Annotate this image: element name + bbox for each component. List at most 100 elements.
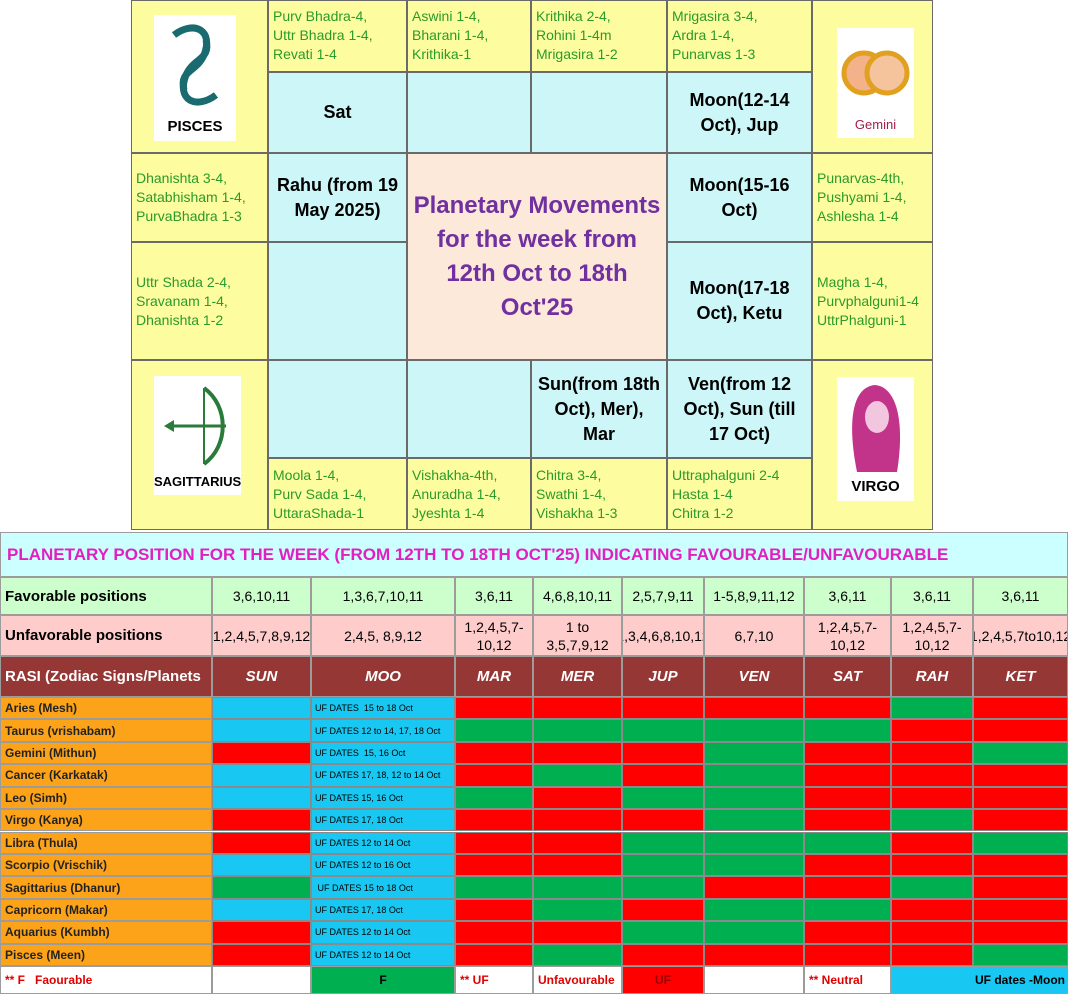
- status-cell: UF DATES 12 to 16 Oct: [311, 853, 455, 877]
- status-cell: [212, 831, 311, 854]
- status-cell: [622, 853, 704, 877]
- planet-header: SUN: [212, 656, 311, 697]
- status-cell: [804, 876, 891, 899]
- moon-note: UF DATES 17, 18 Oct: [315, 815, 403, 826]
- legend-blank: [704, 966, 804, 994]
- sign-name: Scorpio (Vrischik): [0, 853, 212, 877]
- planet-cell: [407, 72, 531, 153]
- favorable-value: 3,6,11: [973, 577, 1068, 615]
- unfavorable-value: 2,4,5, 8,9,12: [311, 615, 455, 656]
- star-line: Uttr Shada 2-4,: [136, 273, 231, 290]
- status-cell: [622, 898, 704, 922]
- favorable-value: 2,5,7,9,11: [622, 577, 704, 615]
- status-cell: [973, 809, 1068, 832]
- moon-note: UF DATES 17, 18 Oct: [315, 904, 403, 915]
- sign-name: Libra (Thula): [0, 831, 212, 854]
- planet-cell: [531, 72, 667, 153]
- status-cell: [891, 697, 973, 720]
- status-cell: [212, 898, 311, 922]
- legend-item: ** Neutral: [804, 966, 891, 994]
- star-line: Swathi 1-4,: [536, 485, 607, 502]
- status-cell: UF DATES 15, 16 Oct: [311, 741, 455, 765]
- moon-note: UF DATES 15, 16 Oct: [315, 748, 406, 759]
- sign-icon: Gemini: [837, 28, 914, 138]
- star-line: Pushyami 1-4,: [817, 189, 907, 205]
- status-cell: [891, 853, 973, 877]
- star-line: Mrigasira 3-4,: [672, 8, 758, 24]
- star-cell: Aswini 1-4, Bharani 1-4, Krithika-1: [407, 0, 531, 72]
- status-cell: [622, 741, 704, 765]
- status-cell: [455, 921, 533, 944]
- star-line: Revati 1-4: [273, 46, 337, 62]
- gemini-icon: [841, 50, 910, 96]
- status-cell: [891, 898, 973, 922]
- star-line: Jyeshta 1-4: [412, 504, 485, 521]
- status-cell: [533, 697, 622, 720]
- star-line: Vishakha 1-3: [536, 504, 618, 521]
- status-cell: [622, 786, 704, 810]
- status-cell: [212, 809, 311, 832]
- star-cell: Purv Bhadra-4, Uttr Bhadra 1-4, Revati 1-4: [268, 0, 407, 72]
- moon-note: UF DATES 15 to 18 Oct: [315, 882, 413, 893]
- status-cell: [804, 764, 891, 787]
- unfavorable-value: 1,2,4,5,7-10,12: [455, 615, 533, 656]
- status-cell: [973, 719, 1068, 742]
- unfavorable-value: 1 to 3,5,7,9,12: [533, 615, 622, 656]
- sign-name: Aries (Mesh): [0, 697, 212, 720]
- legend-blank: [212, 966, 311, 994]
- unfavorable-value: 6,7,10: [704, 615, 804, 656]
- status-cell: [973, 786, 1068, 810]
- favorable-value: 3,6,11: [891, 577, 973, 615]
- status-cell: [704, 719, 804, 742]
- status-cell: [533, 741, 622, 765]
- status-cell: [804, 697, 891, 720]
- moon-note: UF DATES 17, 18, 12 to 14 Oct: [315, 770, 441, 781]
- status-cell: [455, 741, 533, 765]
- star-line: Purvphalguni1-4: [817, 292, 919, 309]
- star-line: Uttr Bhadra 1-4,: [273, 27, 373, 43]
- pisces-icon: [171, 24, 219, 106]
- star-line: Chitra 1-2: [672, 504, 734, 521]
- status-cell: [622, 921, 704, 944]
- star-line: Krithika 2-4,: [536, 8, 611, 24]
- planet-header: MAR: [455, 656, 533, 697]
- star-line: Aswini 1-4,: [412, 8, 481, 24]
- unfavorable-label: Unfavorable positions: [0, 615, 212, 656]
- status-cell: [455, 853, 533, 877]
- legend-item: Unfavourable: [533, 966, 622, 994]
- status-cell: [704, 764, 804, 787]
- status-cell: [212, 921, 311, 944]
- favorable-value: 3,6,11: [455, 577, 533, 615]
- status-cell: [212, 741, 311, 765]
- status-cell: [704, 831, 804, 854]
- legend-item: F: [311, 966, 455, 994]
- favorable-value: 1-5,8,9,11,12: [704, 577, 804, 615]
- status-cell: [973, 764, 1068, 787]
- status-cell: [533, 943, 622, 966]
- header-label: RASI (Zodiac Signs/Planets: [0, 656, 212, 697]
- planet-header: SAT: [804, 656, 891, 697]
- sign-name: Gemini (Mithun): [0, 741, 212, 765]
- corner-virgo: VIRGO: [812, 360, 933, 530]
- moon-note: UF DATES 12 to 14 Oct: [315, 949, 411, 960]
- corner-label: PISCES: [167, 118, 223, 135]
- sagittarius-icon: [164, 386, 226, 466]
- star-cell: Chitra 3-4, Swathi 1-4, Vishakha 1-3: [531, 458, 667, 530]
- star-line: PurvaBhadra 1-3: [136, 208, 242, 224]
- planet-cell: Rahu (from 19 May 2025): [268, 153, 407, 242]
- corner-label: VIRGO: [851, 478, 900, 495]
- star-line: Bharani 1-4,: [412, 27, 489, 43]
- status-cell: [455, 697, 533, 720]
- status-cell: [704, 786, 804, 810]
- planet-cell: Ven(from 12 Oct), Sun (till 17 Oct): [667, 360, 812, 458]
- table-title: PLANETARY POSITION FOR THE WEEK (FROM 12…: [0, 532, 1068, 577]
- status-cell: UF DATES 12 to 14, 17, 18 Oct: [311, 719, 455, 742]
- status-cell: [622, 764, 704, 787]
- status-cell: [622, 831, 704, 854]
- status-cell: [891, 741, 973, 765]
- status-cell: [704, 921, 804, 944]
- star-cell: Uttraphalguni 2-4 Hasta 1-4 Chitra 1-2: [667, 458, 812, 530]
- star-line: Mrigasira 1-2: [536, 46, 618, 62]
- status-cell: [212, 943, 311, 966]
